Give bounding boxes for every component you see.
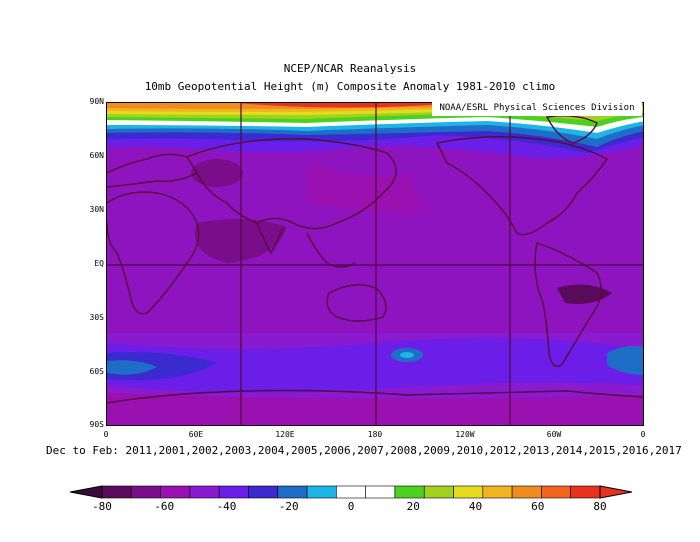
colorbar-swatch	[570, 485, 601, 499]
coastlines	[107, 115, 643, 404]
colorbar-tick-label: 20	[406, 500, 420, 513]
lat-label-60n: 60N	[89, 151, 104, 160]
south-indian-low	[607, 345, 643, 375]
colorbar-swatch	[101, 485, 132, 499]
asian-band	[307, 163, 427, 213]
colorbar-tick-label: -60	[154, 500, 175, 513]
map-canvas	[107, 103, 643, 425]
south-america-high	[557, 284, 612, 304]
lat-label-eq: EQ	[94, 259, 104, 268]
lat-label-30s: 30S	[89, 313, 104, 322]
colorbar-swatch	[511, 485, 542, 499]
lat-label-60s: 60S	[89, 367, 104, 376]
lon-label-0-right: 0	[640, 430, 646, 439]
colorbar-tick-label: -80	[92, 500, 112, 513]
south-low-core	[107, 360, 157, 375]
northern-red	[237, 103, 467, 108]
colorbar-swatch	[277, 485, 308, 499]
colorbar-swatch	[218, 485, 249, 499]
colorbar-swatch	[248, 485, 279, 499]
credit-label: NOAA/ESRL Physical Sciences Division	[432, 101, 642, 116]
colorbar-max-arrow	[599, 485, 632, 499]
lon-label-60e: 60E	[188, 430, 204, 439]
colorbar-swatch	[160, 485, 191, 499]
chart-title: NCEP/NCAR Reanalysis	[283, 62, 417, 75]
siberian-high	[191, 159, 243, 187]
colorbar-tick-label: 0	[347, 500, 355, 513]
lat-label-30n: 30N	[89, 205, 104, 214]
colorbar-swatch	[423, 485, 454, 499]
colorbar-tick-label: 60	[531, 500, 545, 513]
colorbar-tick-label: -40	[216, 500, 237, 513]
colorbar-swatch	[365, 485, 396, 499]
south-pacific-core	[400, 352, 414, 358]
lat-label-90n: 90N	[89, 97, 104, 106]
colorbar-tick-label: 40	[468, 500, 483, 513]
lon-label-0: 0	[103, 430, 109, 439]
lon-label-120e: 120E	[275, 430, 295, 439]
colorbar-swatch	[336, 485, 366, 499]
colorbar	[70, 485, 632, 499]
colorbar-swatch	[306, 485, 337, 499]
lon-label-60w: 60W	[546, 430, 562, 439]
lon-label-120w: 120W	[455, 430, 475, 439]
chart-subtitle: 10mb Geopotential Height (m) Composite A…	[144, 80, 556, 93]
colorbar-min-arrow	[70, 485, 103, 499]
grid-lines	[107, 103, 643, 425]
colorbar-swatch	[482, 485, 513, 499]
colorbar-swatch	[453, 485, 484, 499]
anomaly-map	[106, 102, 644, 426]
colorbar-swatch	[394, 485, 425, 499]
lon-label-180: 180	[367, 430, 383, 439]
colorbar-swatch	[541, 485, 572, 499]
colorbar-swatch	[130, 485, 161, 499]
colorbar-tick-label: 80	[593, 500, 607, 513]
lat-label-90s: 90S	[89, 420, 104, 429]
colorbar-tick-label: -20	[278, 500, 299, 513]
composite-period: Dec to Feb: 2011,2001,2002,2003,2004,200…	[46, 444, 682, 457]
colorbar-swatch	[189, 485, 220, 499]
